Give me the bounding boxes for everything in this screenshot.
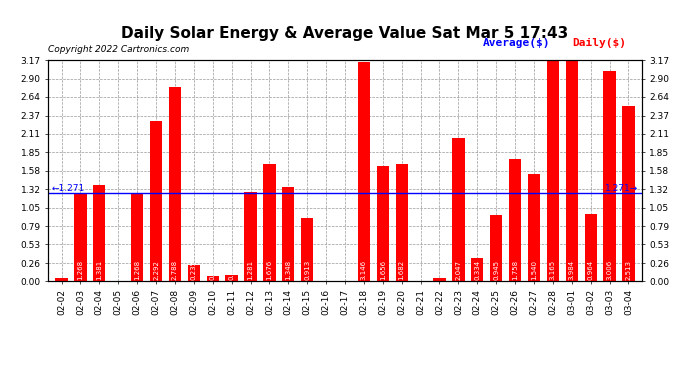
Text: 3.006: 3.006 bbox=[607, 260, 613, 280]
Bar bbox=[377, 166, 389, 281]
Bar bbox=[75, 193, 86, 281]
Text: 3.984: 3.984 bbox=[569, 260, 575, 280]
Bar bbox=[150, 121, 162, 281]
Bar bbox=[509, 159, 521, 281]
Text: 1.281: 1.281 bbox=[248, 260, 253, 280]
Bar bbox=[244, 192, 257, 281]
Bar bbox=[566, 3, 578, 281]
Bar bbox=[264, 164, 275, 281]
Text: 2.292: 2.292 bbox=[153, 260, 159, 280]
Text: 0.235: 0.235 bbox=[191, 260, 197, 280]
Bar bbox=[301, 217, 313, 281]
Text: 2.788: 2.788 bbox=[172, 260, 178, 280]
Bar bbox=[357, 62, 370, 281]
Text: 0.334: 0.334 bbox=[474, 260, 480, 280]
Text: 1.656: 1.656 bbox=[380, 260, 386, 280]
Text: 1.348: 1.348 bbox=[285, 260, 291, 280]
Bar bbox=[188, 265, 200, 281]
Bar bbox=[55, 278, 68, 281]
Bar bbox=[528, 174, 540, 281]
Bar bbox=[93, 185, 106, 281]
Bar bbox=[395, 164, 408, 281]
Text: 2.047: 2.047 bbox=[455, 260, 462, 280]
Text: 0.964: 0.964 bbox=[588, 260, 593, 280]
Text: ←1.271: ←1.271 bbox=[52, 183, 86, 192]
Bar bbox=[169, 87, 181, 281]
Text: 0.094: 0.094 bbox=[228, 260, 235, 280]
Text: 3.165: 3.165 bbox=[550, 260, 556, 280]
Text: 2.513: 2.513 bbox=[625, 260, 631, 280]
Bar bbox=[584, 214, 597, 281]
Text: Average($): Average($) bbox=[483, 38, 551, 48]
Bar bbox=[471, 258, 484, 281]
Text: 3.146: 3.146 bbox=[361, 260, 367, 280]
Text: Daily($): Daily($) bbox=[573, 38, 627, 48]
Text: 0.945: 0.945 bbox=[493, 260, 499, 280]
Text: 1.682: 1.682 bbox=[399, 260, 405, 280]
Text: 0.913: 0.913 bbox=[304, 260, 310, 280]
Text: 1.271→: 1.271→ bbox=[604, 183, 638, 192]
Bar bbox=[622, 106, 635, 281]
Text: 0.070: 0.070 bbox=[210, 260, 216, 280]
Bar bbox=[131, 193, 144, 281]
Text: 1.381: 1.381 bbox=[97, 260, 102, 280]
Bar bbox=[433, 279, 446, 281]
Text: Copyright 2022 Cartronics.com: Copyright 2022 Cartronics.com bbox=[48, 45, 190, 54]
Text: Daily Solar Energy & Average Value Sat Mar 5 17:43: Daily Solar Energy & Average Value Sat M… bbox=[121, 26, 569, 41]
Text: 1.758: 1.758 bbox=[512, 260, 518, 280]
Text: 1.540: 1.540 bbox=[531, 260, 537, 280]
Bar bbox=[282, 187, 295, 281]
Text: 1.268: 1.268 bbox=[77, 260, 83, 280]
Bar bbox=[452, 138, 464, 281]
Text: 1.676: 1.676 bbox=[266, 260, 273, 280]
Text: 1.268: 1.268 bbox=[134, 260, 140, 280]
Bar bbox=[546, 60, 559, 281]
Bar bbox=[206, 276, 219, 281]
Bar bbox=[226, 275, 238, 281]
Bar bbox=[490, 215, 502, 281]
Bar bbox=[604, 72, 615, 281]
